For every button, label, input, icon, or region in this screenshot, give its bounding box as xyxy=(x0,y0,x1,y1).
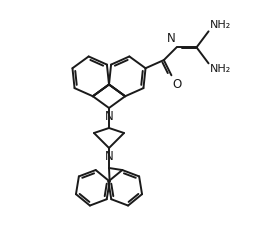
Text: N: N xyxy=(105,110,113,123)
Text: N: N xyxy=(167,32,175,45)
Text: O: O xyxy=(172,78,182,91)
Text: NH₂: NH₂ xyxy=(210,20,231,30)
Text: NH₂: NH₂ xyxy=(210,64,231,74)
Text: N: N xyxy=(105,150,113,163)
